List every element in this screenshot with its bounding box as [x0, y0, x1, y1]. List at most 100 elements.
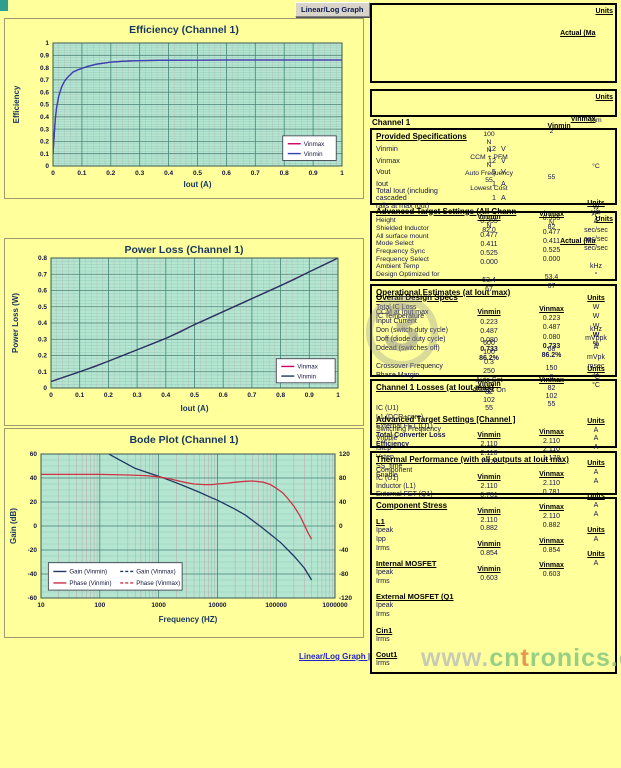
- svg-text:0.6: 0.6: [40, 89, 49, 96]
- col-header: Units: [587, 493, 605, 501]
- svg-text:0.1: 0.1: [77, 170, 86, 177]
- col-header: Actual (Ma: [560, 30, 596, 37]
- section-title: Internal MOSFET: [376, 559, 437, 569]
- vinmin-cell: 0.733: [480, 346, 498, 354]
- col-header: Vinmin: [477, 507, 501, 515]
- row-label: Total Iout (including cascaded rails at m…: [376, 186, 466, 210]
- svg-text:-60: -60: [28, 595, 38, 602]
- svg-text:0.7: 0.7: [247, 392, 256, 399]
- section-header-row: Cout1 Vinmin Vinmax Units: [374, 551, 613, 660]
- unit-cell: A: [501, 178, 506, 188]
- vinmax-cell: 55: [547, 401, 556, 409]
- row-label: Vinmin: [376, 144, 398, 154]
- row-label: Frequency Sync: [376, 248, 426, 256]
- value-cell: 1: [492, 178, 496, 188]
- unit-cell: V: [501, 155, 506, 165]
- bode-plot-chart: 10 100 1000 10000 100000 1000000 -60 -40 -20 0 20 4…: [4, 428, 364, 638]
- col-header: Vinmin: [477, 565, 501, 573]
- row-label: Doff (diode duty cycle): [376, 336, 446, 344]
- units-cell: sec/sec: [584, 244, 608, 252]
- vinmax-cell: 0.882: [542, 521, 561, 529]
- row-label: Design Optimized for: [376, 271, 440, 279]
- units-cell: °C: [592, 212, 600, 220]
- vinmin-cell: N: [486, 139, 492, 147]
- table-row: Ipp 2.110 2.110 A: [374, 435, 613, 544]
- section-header-row: External MOSFET (Q1 Vinmin Vinmax Units: [374, 493, 613, 602]
- svg-text:0.2: 0.2: [38, 353, 47, 360]
- table-row: Istep 0.3 A: [374, 344, 613, 453]
- table-row: Irms 0.854 0.854 A: [374, 536, 613, 644]
- units-cell: A: [593, 535, 599, 543]
- vinmin-cell: 53.4: [482, 277, 496, 285]
- col-header: Units: [587, 366, 605, 374]
- column-header-row: Vinmin Vinmax Units: [374, 200, 613, 308]
- vinmax-cell: 1.178: [542, 455, 561, 463]
- table-row: Vout 5 V: [374, 166, 613, 178]
- svg-text:20: 20: [30, 499, 38, 506]
- svg-text:1: 1: [336, 392, 340, 399]
- table-row: Total IC Loss 0.955 0.955 W: [374, 204, 613, 312]
- svg-text:120: 120: [339, 451, 350, 458]
- row-label: Efficiency: [376, 441, 410, 449]
- chart-legend: Vinmax Vinmin: [282, 135, 337, 161]
- table-t1: Advanced Target Settings (All Chann Actua…: [370, 3, 617, 278]
- vinmax-cell: 0.525: [542, 246, 561, 254]
- table-row: Vripple 100 68 mVppk: [374, 335, 613, 443]
- row-label: Total Converter Loss: [376, 432, 446, 440]
- table-row: Phase Margin 67 67 °: [374, 272, 613, 380]
- series-vinmin: [53, 59, 342, 154]
- vinmin-cell: 0.477: [480, 232, 498, 240]
- table-row: External FET (Q1) 0.080 0.080 W: [374, 323, 613, 431]
- col-header: Vinmax: [539, 562, 564, 570]
- svg-text:0.5: 0.5: [190, 392, 199, 399]
- table-row: Iout 1 A: [374, 178, 613, 190]
- efficiency-chart: 0 0.1 0.2 0.3 0.4 0.5 0.6 0.7 0.8 0.9 1 0 0.1 0.2 0.3 0…: [4, 18, 364, 199]
- units-cell: W: [592, 322, 600, 330]
- row-label: Height: [376, 217, 396, 225]
- svg-text:Power Loss (W): Power Loss (W): [11, 293, 20, 353]
- chart-legend: Gain (Vinmin) Gain (Vinmax) Phase (Vinmin)…: [47, 562, 183, 591]
- svg-text:-40: -40: [28, 571, 38, 578]
- col-header: Vinmin: [547, 123, 571, 130]
- col-header: Vinmin: [477, 214, 501, 222]
- row-label: Irms: [376, 577, 390, 585]
- row-label: Mode Select: [376, 240, 414, 248]
- table-row: Doff (diode duty cycle) 0.525 0.525 sec/sec: [374, 236, 613, 344]
- units-cell: msec: [587, 362, 605, 370]
- table-title: Thermal Performance (with all outputs at…: [376, 455, 569, 464]
- svg-text:-120: -120: [339, 595, 352, 602]
- linear-log-graph-link[interactable]: Linear/Log Graph |: [299, 652, 371, 661]
- table-t6: Channel 1 Losses (at Iout max) Vinmin Vinm…: [370, 295, 617, 449]
- table-row: Vinmax 12 V: [374, 155, 613, 167]
- svg-text:Phase (Vinmax): Phase (Vinmax): [136, 580, 180, 587]
- table-header: Overall Design Specs Vinmin Vinmax Units: [376, 94, 613, 302]
- units-cell: A: [593, 344, 599, 352]
- svg-text:-80: -80: [339, 571, 349, 578]
- linear-log-toggle-button[interactable]: Linear/Log Graph: [295, 2, 370, 17]
- vinmin-cell: 67: [485, 286, 493, 294]
- pl-svg: 0 0.1 0.2 0.3 0.4 0.5 0.6 0.7 0.8 0.9 1 0 0.1 0.2 0.3 0…: [11, 244, 340, 413]
- vinmin-cell: Always On: [472, 386, 506, 394]
- units-cell: A: [593, 217, 599, 225]
- vinmax-cell: 2.110: [543, 446, 560, 454]
- row-label: SS_time: [376, 463, 403, 471]
- vinmax-cell: 82: [547, 385, 556, 393]
- vinmin-cell: CCM + PFM: [470, 154, 508, 162]
- vinmin-cell: 2.110: [480, 483, 498, 491]
- svg-text:0.9: 0.9: [40, 53, 49, 60]
- vinmin-cell: 82.0: [482, 227, 496, 234]
- units-cell: W: [592, 304, 600, 312]
- table-row: Design Optimized for Lowest Cost: [374, 185, 613, 279]
- units-cell: mm: [590, 116, 602, 124]
- table-row: Irms 1.178 1.178 A: [374, 444, 613, 553]
- row-label: Irms: [376, 660, 390, 668]
- units-cell: kHz: [589, 325, 603, 333]
- col-header: Units: [587, 199, 605, 207]
- unit-cell: V: [501, 144, 506, 154]
- row-label: Inductor (L1): [376, 482, 416, 490]
- table-row: All surface mount N: [374, 147, 613, 240]
- vinmin-cell: 600: [483, 340, 495, 348]
- row-label: IC (U1): [376, 474, 399, 482]
- table-row: Irms 0.781 0.781 A: [374, 478, 613, 586]
- col-header: Units: [595, 94, 614, 101]
